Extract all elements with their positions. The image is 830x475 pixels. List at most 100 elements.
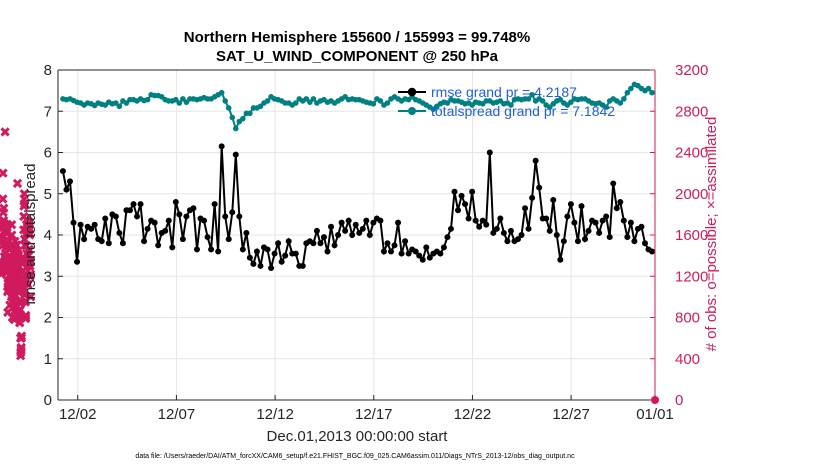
rmse-point	[204, 234, 211, 241]
obs-assimilated-marker	[24, 217, 35, 228]
rmse-point	[91, 221, 98, 228]
obs-marker-core	[28, 271, 33, 277]
obs-assimilated-marker	[0, 203, 9, 213]
rmse-point	[74, 258, 81, 265]
y-axis-label-left: rmse and totalspread	[22, 164, 39, 305]
y-tick-label-right: 800	[675, 310, 700, 327]
rmse-point	[151, 219, 158, 226]
obs-marker-core	[19, 333, 24, 339]
obs-marker-core	[21, 196, 27, 202]
rmse-point	[500, 229, 507, 236]
rmse-point	[476, 223, 483, 230]
rmse-point	[412, 248, 419, 255]
rmse-point	[613, 205, 620, 212]
rmse-point	[349, 232, 356, 238]
rmse-point	[81, 236, 88, 243]
obs-marker-core	[22, 236, 27, 242]
obs-assimilated-marker	[12, 240, 22, 250]
rmse-point	[402, 238, 409, 245]
rmse-point	[387, 248, 394, 255]
rmse-point	[253, 248, 260, 255]
x-tick-label: 12/12	[256, 406, 294, 423]
totalspread-point	[222, 98, 229, 104]
rmse-point	[447, 225, 454, 232]
rmse-point	[560, 238, 567, 245]
obs-marker-core	[0, 196, 6, 202]
y-tick-label-right: 2000	[675, 186, 708, 203]
rmse-point	[201, 217, 208, 224]
rmse-point	[416, 252, 423, 259]
rmse-point	[229, 209, 236, 216]
rmse-point	[246, 254, 253, 261]
legend-entry: totalspread grand pr = 7.1842	[398, 103, 615, 119]
legend-label: totalspread grand pr = 7.1842	[431, 103, 615, 119]
rmse-point	[641, 240, 648, 247]
y-tick-label-right: 2400	[675, 145, 708, 162]
totalspread-point	[218, 89, 225, 96]
rmse-point	[126, 207, 133, 214]
rmse-point	[377, 217, 384, 224]
rmse-point	[313, 227, 320, 234]
totalspread-point	[557, 96, 564, 103]
obs-possible-marker	[651, 396, 659, 404]
rmse-point	[59, 168, 66, 175]
rmse-point	[557, 256, 564, 263]
totalspread-point	[225, 105, 232, 111]
totalspread-point	[307, 99, 313, 105]
totalspread-point	[370, 101, 377, 107]
obs-marker-core	[19, 345, 24, 350]
y-axis-label-right: # of obs: o=possible; ×=assimilated	[703, 117, 720, 352]
totalspread-point	[144, 96, 151, 103]
y-tick-label-left: 3	[44, 268, 52, 285]
rmse-point	[370, 219, 377, 226]
rmse-point	[599, 217, 606, 224]
obs-marker-core	[28, 258, 33, 263]
rmse-point	[299, 262, 306, 269]
rmse-point	[165, 217, 172, 224]
obs-marker-core	[15, 268, 21, 274]
totalspread-point	[113, 100, 119, 106]
x-axis-label: Dec.01,2013 00:00:00 start	[267, 428, 449, 445]
obs-assimilated-marker	[26, 292, 36, 302]
totalspread-point	[621, 96, 627, 102]
legend-swatch-marker	[408, 107, 416, 115]
obs-assimilated-marker	[25, 229, 35, 239]
rmse-point	[578, 203, 585, 210]
rmse-point	[543, 215, 550, 222]
rmse-point	[162, 227, 169, 234]
chart-title: Northern Hemisphere 155600 / 155993 = 99…	[184, 29, 530, 46]
rmse-point	[451, 188, 458, 195]
obs-marker-core	[5, 310, 10, 315]
obs-assimilated-marker	[25, 256, 36, 266]
rmse-point	[564, 213, 571, 220]
x-tick-label: 12/02	[59, 406, 97, 423]
rmse-point	[222, 213, 229, 220]
rmse-point	[66, 178, 73, 185]
totalspread-point	[183, 99, 190, 105]
rmse-point	[155, 242, 162, 249]
rmse-point	[462, 201, 469, 208]
obs-marker-core	[15, 181, 20, 186]
obs-assimilated-marker	[7, 220, 17, 230]
rmse-point	[395, 219, 402, 226]
rmse-point	[472, 217, 479, 224]
rmse-point	[324, 248, 331, 255]
obs-assimilated-marker	[19, 189, 29, 199]
y-tick-label-left: 0	[44, 392, 52, 409]
axes: 12/02 12/07 12/12 12/17 12/22 12/27 01/0101234…	[44, 62, 709, 423]
totalspread-point	[176, 100, 183, 106]
totalspread-point	[649, 89, 655, 96]
y-tick-label-right: 1200	[675, 268, 708, 285]
obs-assimilated-marker	[21, 310, 31, 321]
rmse-point	[366, 232, 373, 238]
rmse-point	[331, 242, 338, 249]
obs-marker-core	[27, 263, 33, 269]
rmse-point	[98, 238, 105, 245]
rmse-point	[218, 143, 225, 150]
rmse-point	[624, 234, 631, 241]
rmse-point	[119, 240, 126, 247]
obs-assimilated-marker	[12, 178, 23, 189]
rmse-point	[352, 221, 359, 228]
